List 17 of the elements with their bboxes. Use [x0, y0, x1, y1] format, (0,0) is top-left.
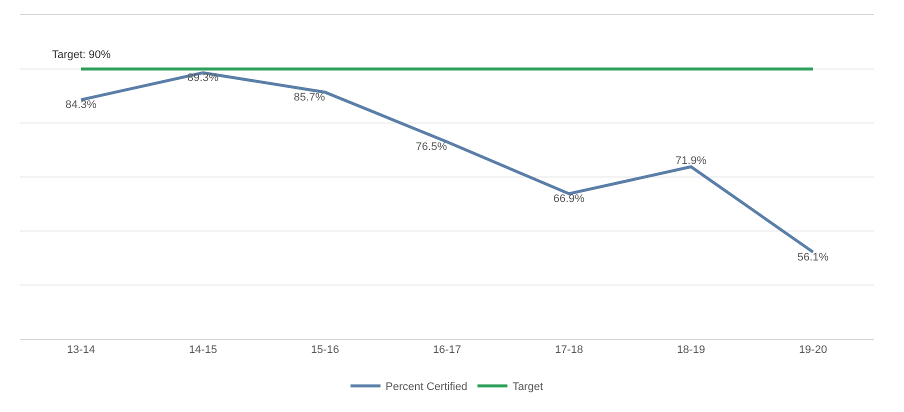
x-tick-label: 13-14: [66, 344, 96, 356]
data-label: 85.7%: [294, 91, 326, 104]
annotation: Target: 90%: [52, 49, 111, 61]
x-tick-label: 15-16: [310, 344, 340, 356]
data-label: 71.9%: [675, 154, 707, 167]
legend-label: Percent Certified: [386, 381, 468, 394]
x-tick-label: 18-19: [676, 344, 706, 356]
x-tick-label: 19-20: [798, 344, 828, 356]
legend-label: Target: [512, 381, 544, 394]
data-label: 89.3%: [187, 72, 219, 84]
data-label: 66.9%: [553, 192, 585, 205]
data-label: 76.5%: [416, 141, 448, 154]
x-tick-label: 14-15: [188, 344, 218, 356]
x-tick-label: 16-17: [432, 344, 462, 356]
data-label: 84.3%: [65, 99, 97, 112]
x-tick-label: 17-18: [554, 344, 584, 356]
data-label: 56.1%: [797, 251, 829, 264]
